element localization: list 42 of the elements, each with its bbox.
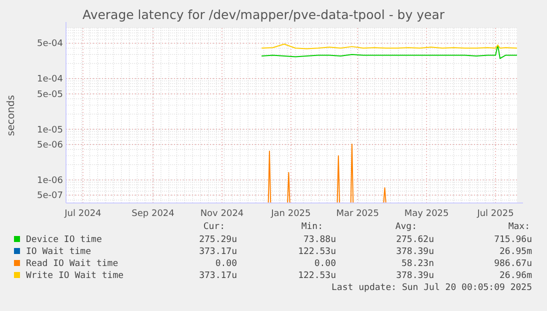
legend-label: Write IO Wait time	[26, 271, 124, 281]
y-tick-label: 5e-07	[37, 191, 63, 202]
y-tick-label: 1e-05	[37, 125, 63, 136]
text: 715.96u	[494, 235, 532, 245]
legend-label: Read IO Wait time	[26, 259, 118, 269]
x-tick-label: May 2025	[404, 209, 449, 219]
text: 73.88u	[303, 235, 336, 245]
chart-title: Average latency for /dev/mapper/pve-data-tpool - by year	[82, 7, 446, 22]
text: 986.67u	[494, 259, 532, 269]
text: 373.17u	[199, 271, 237, 281]
text: 378.39u	[396, 247, 434, 257]
y-tick-label: 1e-04	[37, 74, 64, 85]
text: 378.39u	[396, 271, 434, 281]
x-tick-label: Jul 2024	[64, 209, 102, 219]
legend-label: IO Wait time	[26, 247, 92, 257]
text: 122.53u	[298, 271, 336, 281]
text: 26.96m	[499, 271, 532, 281]
text: 0.00	[215, 259, 237, 269]
y-tick-label: 5e-06	[37, 140, 64, 151]
text: Cur:	[203, 222, 225, 232]
text: Min:	[301, 222, 323, 232]
line-series	[261, 44, 518, 59]
y-axis-title: seconds	[6, 95, 17, 136]
y-tick-label: 5e-04	[37, 39, 64, 50]
x-tick-label: Mar 2025	[336, 209, 379, 219]
x-tick-label: Jan 2025	[270, 209, 311, 219]
text: 275.29u	[199, 235, 237, 245]
text: 275.62u	[396, 235, 434, 245]
text: 373.17u	[199, 247, 237, 257]
x-tick-label: Sep 2024	[132, 209, 175, 219]
text: 58.23n	[401, 259, 434, 269]
text: 0.00	[314, 259, 336, 269]
text: Avg:	[395, 222, 417, 232]
text: Max:	[508, 222, 530, 232]
legend-label: Device IO time	[26, 235, 102, 245]
text: 122.53u	[298, 247, 336, 257]
text: Last update: Sun Jul 20 00:05:09 2025	[332, 283, 532, 293]
y-tick-label: 5e-05	[37, 90, 63, 100]
x-tick-label: Jul 2025	[476, 209, 514, 219]
x-tick-label: Nov 2024	[200, 209, 244, 219]
text: 26.95m	[499, 247, 532, 257]
y-tick-label: 1e-06	[37, 176, 64, 186]
